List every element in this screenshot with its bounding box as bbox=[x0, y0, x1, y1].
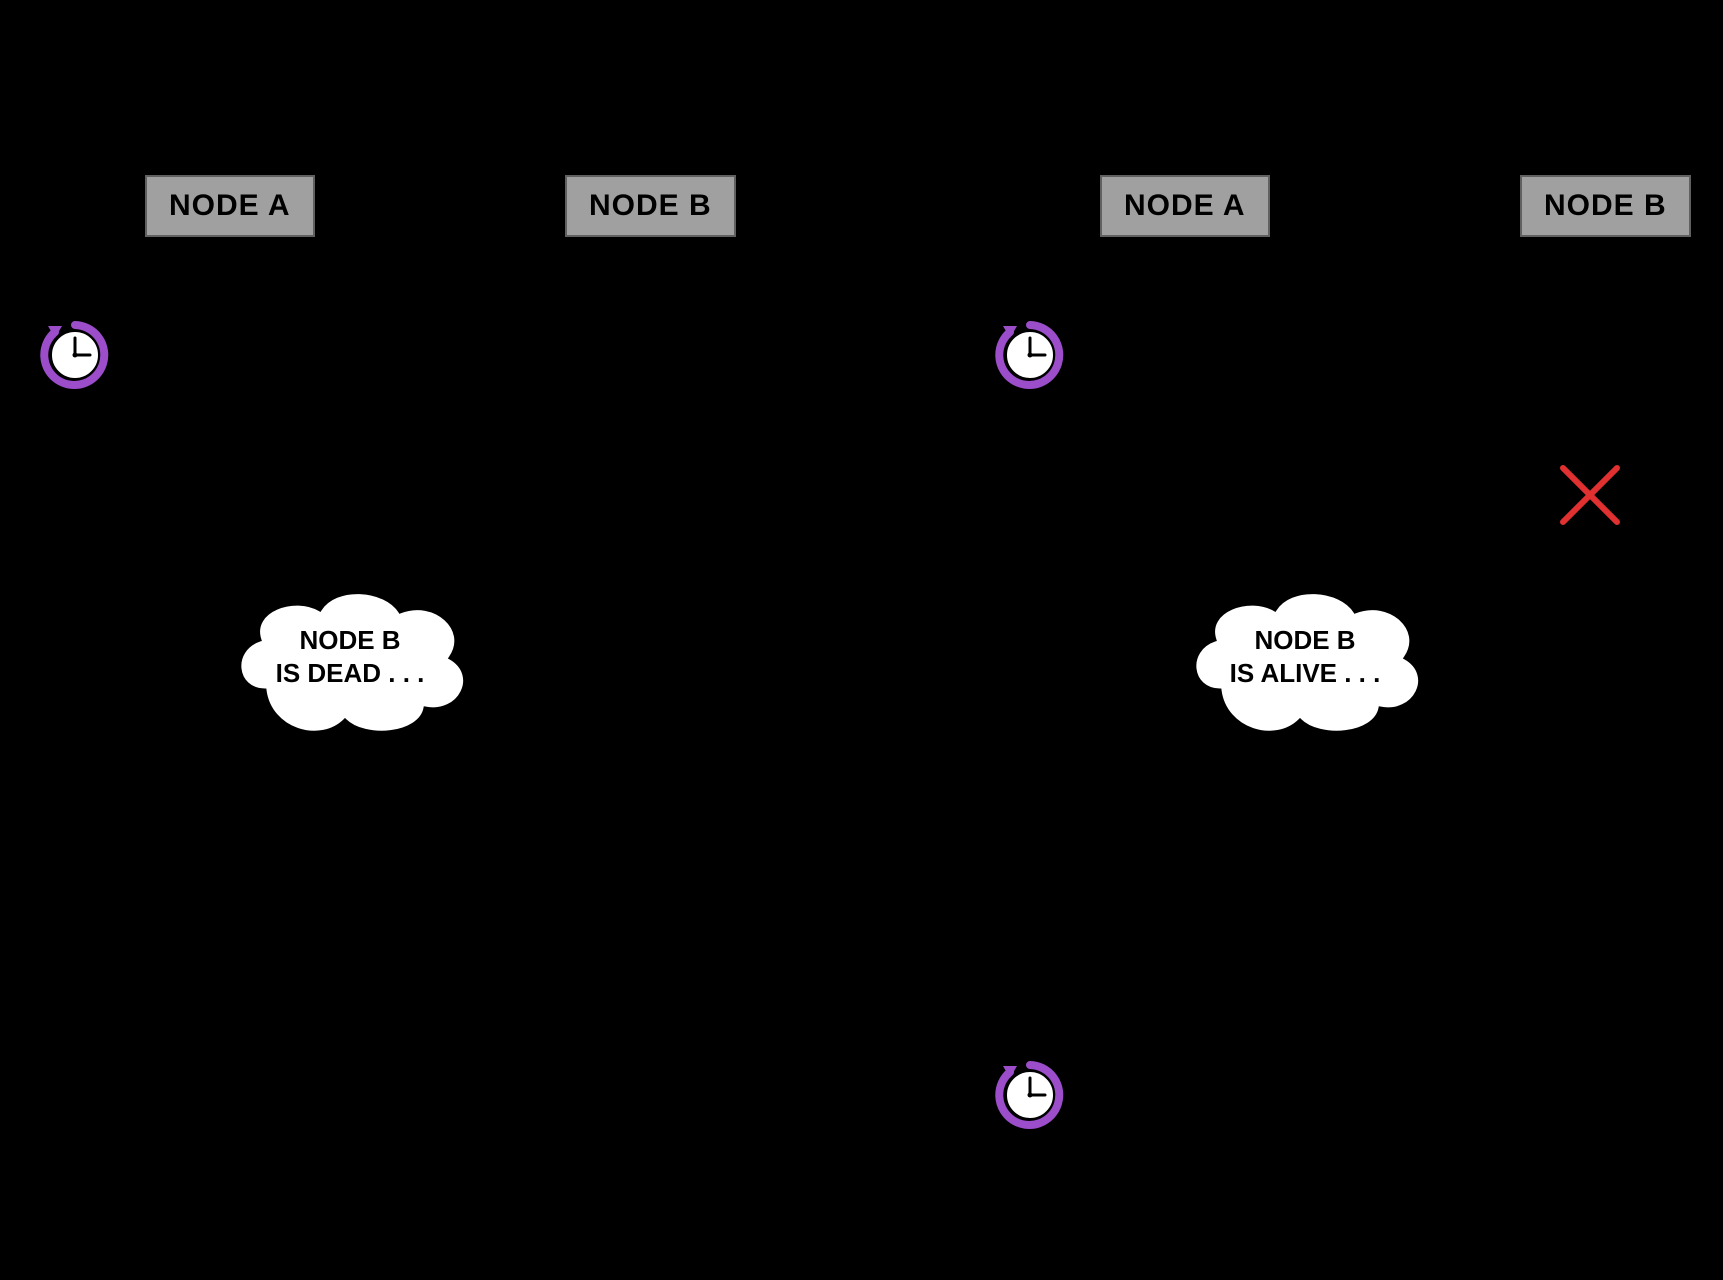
right-x-mark-icon bbox=[1555, 460, 1625, 530]
left-cloud-line1: NODE B bbox=[299, 625, 400, 655]
left-node-a-label: NODE A bbox=[169, 189, 291, 222]
right-node-b-box: NODE B bbox=[1520, 175, 1691, 237]
right-cloud-line2: IS ALIVE . . . bbox=[1230, 658, 1381, 688]
left-node-b-label: NODE B bbox=[589, 189, 712, 222]
right-cloud-line1: NODE B bbox=[1254, 625, 1355, 655]
left-thought-cloud: NODE B IS DEAD . . . bbox=[225, 580, 475, 730]
right-cloud-text: NODE B IS ALIVE . . . bbox=[1180, 624, 1430, 689]
left-clock-icon bbox=[40, 320, 110, 390]
right-clock-bottom-icon bbox=[995, 1060, 1065, 1130]
right-node-b-label: NODE B bbox=[1544, 189, 1667, 222]
left-node-a-box: NODE A bbox=[145, 175, 315, 237]
right-thought-cloud: NODE B IS ALIVE . . . bbox=[1180, 580, 1430, 730]
right-node-a-box: NODE A bbox=[1100, 175, 1270, 237]
left-node-b-box: NODE B bbox=[565, 175, 736, 237]
left-cloud-line2: IS DEAD . . . bbox=[276, 658, 425, 688]
right-clock-top-icon bbox=[995, 320, 1065, 390]
diagram-stage: NODE A NODE B NODE B IS DEAD . . . bbox=[0, 0, 1723, 1280]
left-cloud-text: NODE B IS DEAD . . . bbox=[225, 624, 475, 689]
right-node-a-label: NODE A bbox=[1124, 189, 1246, 222]
